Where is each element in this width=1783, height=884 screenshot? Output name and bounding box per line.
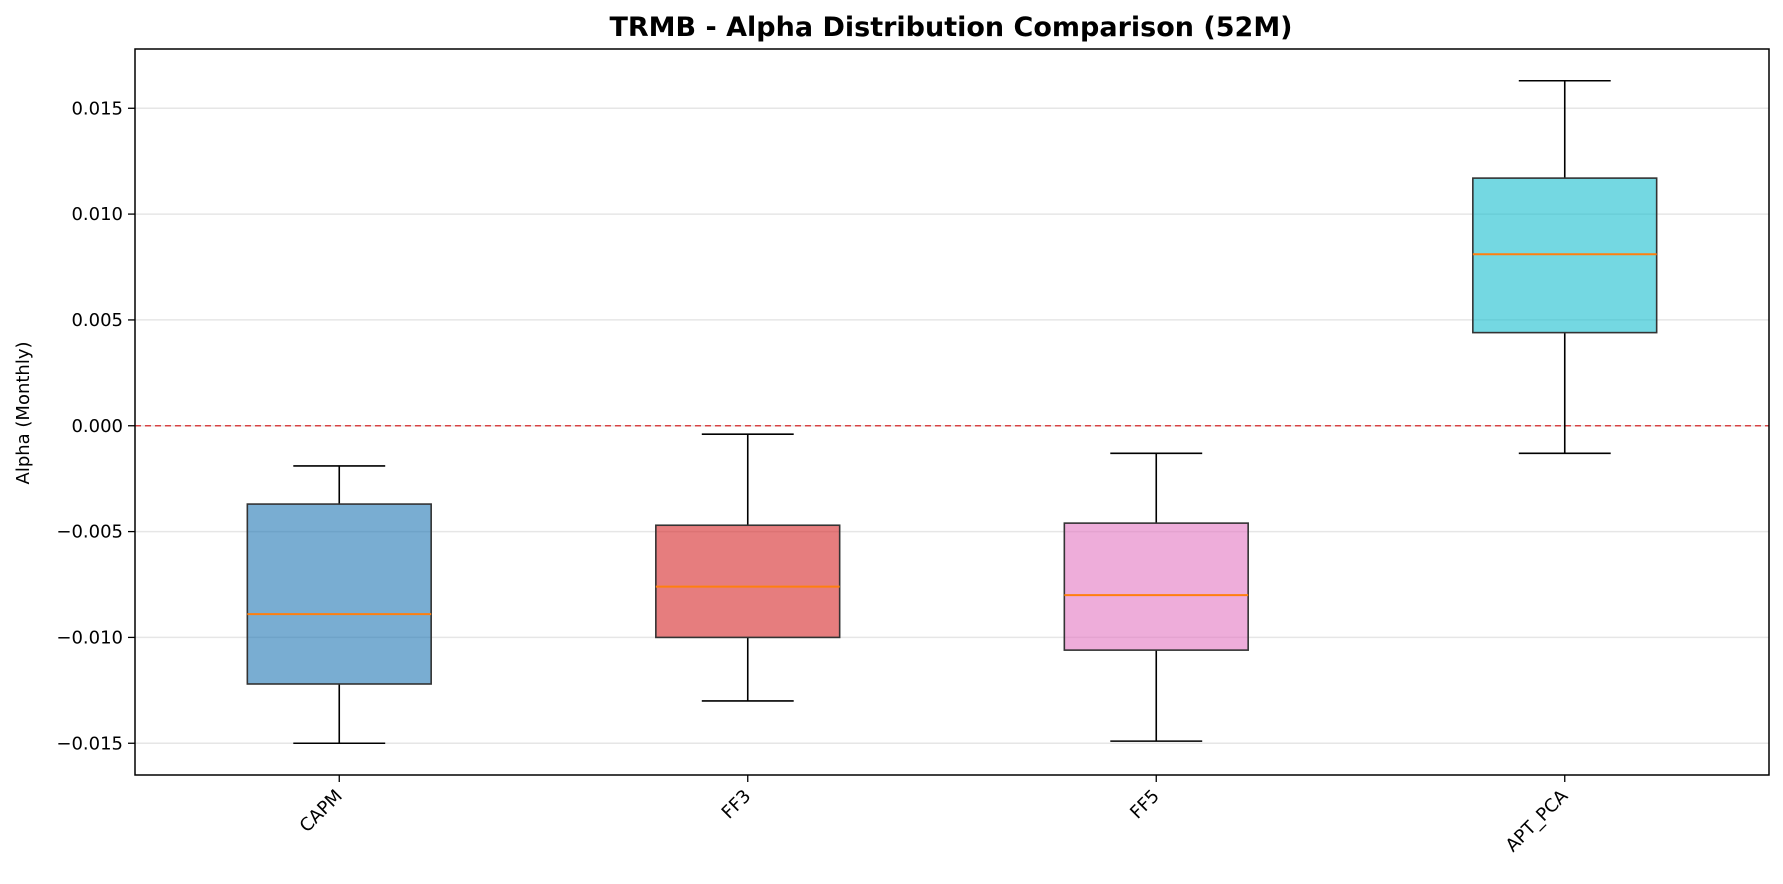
plot-frame	[134, 48, 1770, 776]
y-tick-label: 0.010	[71, 204, 123, 225]
y-tick-label: 0.015	[71, 98, 123, 119]
y-tick-label: −0.015	[56, 733, 123, 754]
box-capm	[246, 503, 432, 685]
box-ff3	[655, 524, 841, 639]
box-ff5	[1063, 522, 1249, 651]
x-tick-label: APT_PCA	[1502, 785, 1573, 856]
plot-area: −0.015 −0.010 −0.005 0.000 0.005 0.010 0.015 CA…	[56, 48, 1770, 856]
y-axis-title: Alpha (Monthly)	[13, 341, 34, 484]
x-tick-label: FF5	[1126, 786, 1164, 824]
y-tick-label: −0.005	[56, 522, 123, 543]
y-tick-label: 0.000	[71, 416, 123, 437]
y-tick-label: 0.005	[71, 310, 123, 331]
box-apt-pca	[1472, 177, 1658, 334]
x-tick-label: FF3	[718, 786, 756, 824]
y-tick-label: −0.010	[56, 627, 123, 648]
x-tick-label: CAPM	[296, 786, 347, 837]
chart-title: TRMB - Alpha Distribution Comparison (52…	[609, 12, 1292, 43]
